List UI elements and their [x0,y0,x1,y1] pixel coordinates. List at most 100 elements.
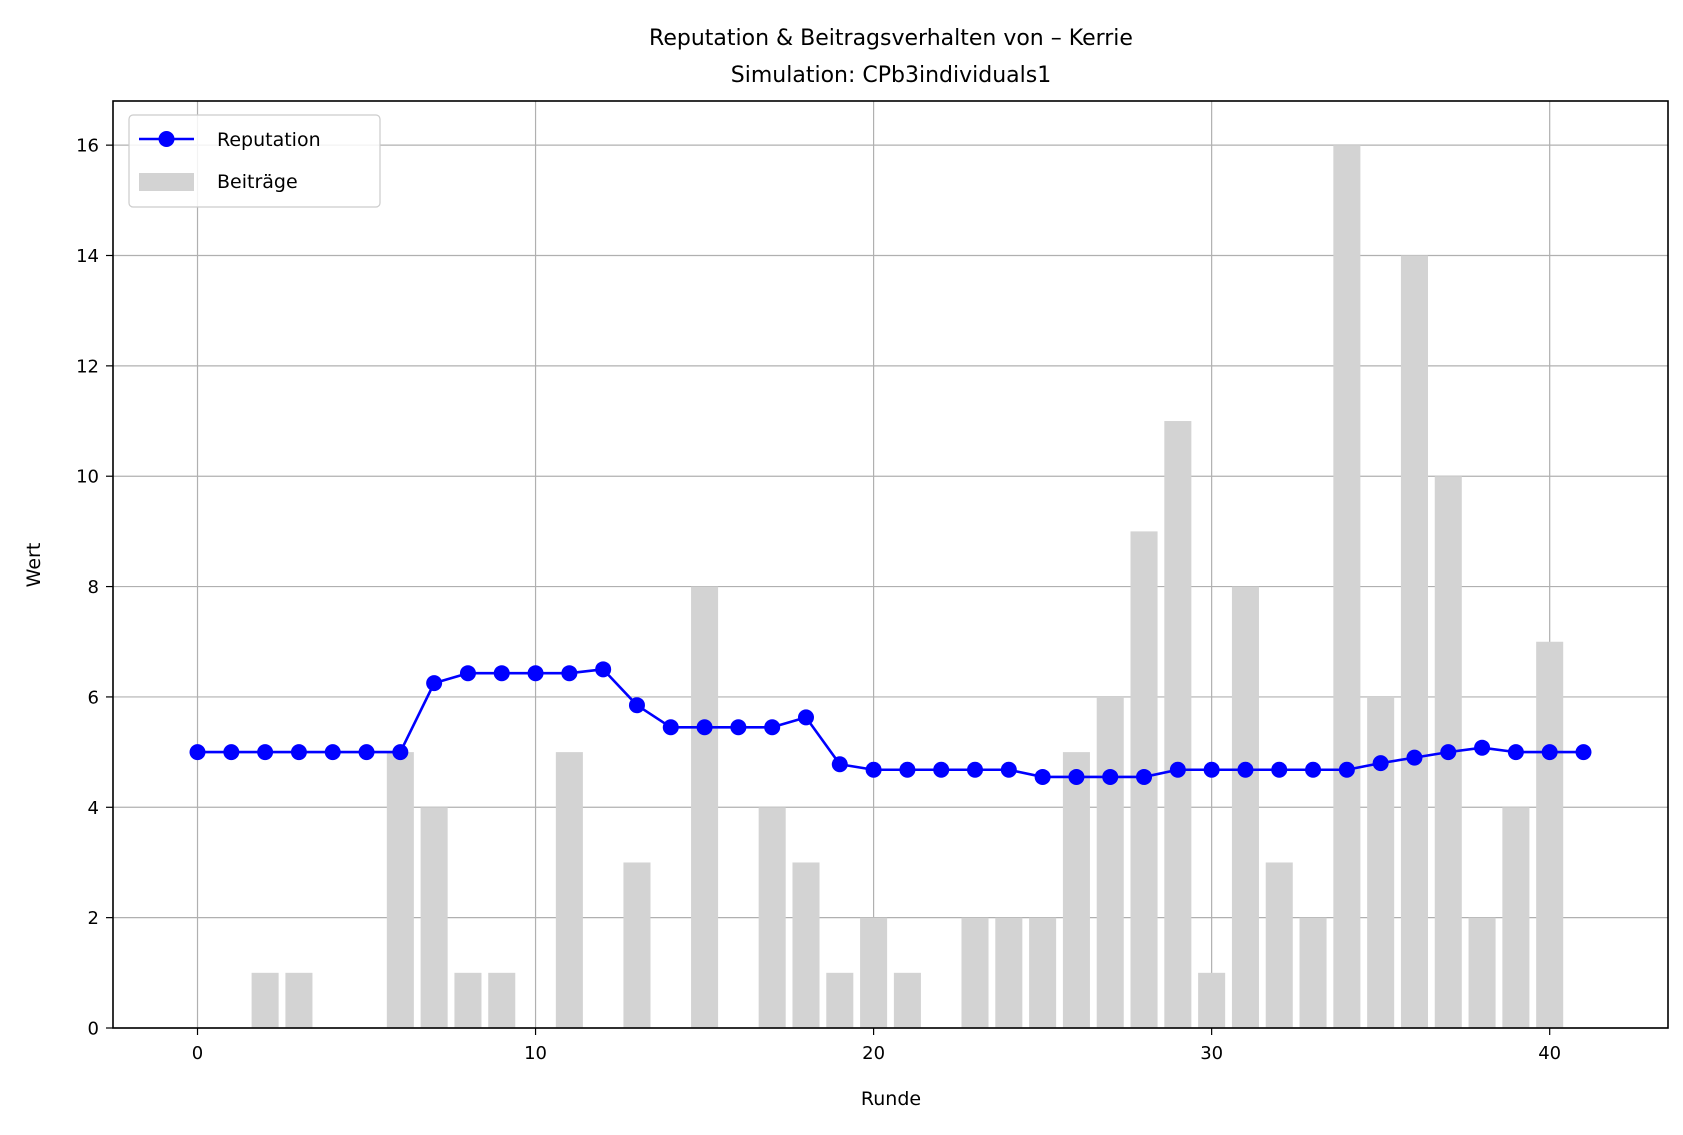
bar-beitraege [1029,917,1057,1028]
reputation-point [459,665,476,682]
chart-title: Reputation & Beitragsverhalten von – Ker… [649,26,1133,51]
bar-beitraege [1231,586,1259,1028]
reputation-point [595,661,612,678]
x-tick-label: 40 [1538,1043,1561,1064]
y-tick-label: 10 [76,467,99,488]
reputation-point [1474,739,1491,756]
bar-beitraege [555,752,583,1028]
x-axis-label: Runde [861,1088,921,1110]
reputation-point [933,761,950,778]
reputation-point [1271,761,1288,778]
reputation-point [1507,744,1524,761]
bar-beitraege [251,972,279,1028]
bar-beitraege [1299,917,1327,1028]
bar-beitraege [860,917,888,1028]
bar-beitraege [995,917,1023,1028]
y-axis-label: Wert [23,543,45,588]
x-tick-label: 0 [192,1043,203,1064]
y-tick-label: 0 [88,1019,99,1040]
bar-beitraege [420,807,448,1028]
reputation-point [1541,744,1558,761]
bar-beitraege [758,807,786,1028]
reputation-point [662,719,679,736]
bar-beitraege [691,586,719,1028]
reputation-point [831,756,848,773]
reputation-point [628,697,645,714]
y-tick-label: 6 [88,687,99,708]
y-tick-label: 4 [88,798,99,819]
bar-beitraege [792,862,820,1028]
bar-beitraege [1536,641,1564,1028]
reputation-point [290,744,307,761]
bar-beitraege [1367,696,1395,1028]
reputation-point [1068,768,1085,785]
reputation-point [1102,768,1119,785]
reputation-point [730,719,747,736]
reputation-point [1203,761,1220,778]
reputation-point [1169,761,1186,778]
reputation-point [1237,761,1254,778]
plot-frame [112,100,1669,1029]
bar-beitraege [1198,972,1226,1028]
reputation-point [1000,761,1017,778]
reputation-point [1305,761,1322,778]
bar-beitraege [1096,696,1124,1028]
chart-subtitle: Simulation: CPb3individuals1 [731,63,1051,88]
reputation-point [527,665,544,682]
y-tick-label: 14 [76,246,99,267]
reputation-point [1034,768,1051,785]
reputation-point [426,675,443,692]
bar-beitraege [1265,862,1293,1028]
x-tick-label: 10 [524,1043,547,1064]
reputation-point [899,761,916,778]
bar-beitraege [1400,255,1428,1028]
bar-beitraege [285,972,313,1028]
bar-beitraege [1468,917,1496,1028]
y-tick-label: 16 [76,136,99,157]
reputation-point [764,719,781,736]
bar-beitraege [893,972,921,1028]
reputation-point [1406,749,1423,766]
legend-label-reputation: Reputation [217,129,321,151]
x-tick-label: 20 [862,1043,885,1064]
line-series [189,661,1592,785]
reputation-point [1338,761,1355,778]
axis-ticks: 0 10 20 30 40 0 2 4 6 8 10 12 14 16 [76,136,1561,1064]
bar-beitraege [386,752,414,1028]
reputation-point [223,744,240,761]
reputation-point [1575,744,1592,761]
reputation-point [561,665,578,682]
reputation-point [257,744,274,761]
reputation-point [967,761,984,778]
y-tick-label: 8 [88,577,99,598]
bar-series [251,145,1564,1029]
bar-beitraege [961,917,989,1028]
reputation-point [1136,768,1153,785]
y-tick-label: 12 [76,356,99,377]
bar-beitraege [1502,807,1530,1028]
reputation-point [696,719,713,736]
reputation-point [324,744,341,761]
bar-beitraege [623,862,651,1028]
bar-beitraege [1164,421,1192,1028]
bar-beitraege [826,972,854,1028]
legend-bar-swatch [139,173,194,191]
y-tick-label: 2 [88,908,99,929]
reputation-point [1372,755,1389,772]
x-tick-label: 30 [1200,1043,1223,1064]
bar-beitraege [1333,145,1361,1029]
legend-marker-swatch [158,131,175,147]
reputation-point [493,665,510,682]
reputation-point [358,744,375,761]
reputation-point [1440,744,1457,761]
legend-label-beitraege: Beiträge [217,171,298,193]
bar-beitraege [1062,752,1090,1028]
legend: Reputation Beiträge [128,114,381,208]
reputation-point [797,709,814,726]
reputation-point [189,744,206,761]
reputation-point [865,761,882,778]
bar-beitraege [454,972,482,1028]
bar-beitraege [488,972,516,1028]
